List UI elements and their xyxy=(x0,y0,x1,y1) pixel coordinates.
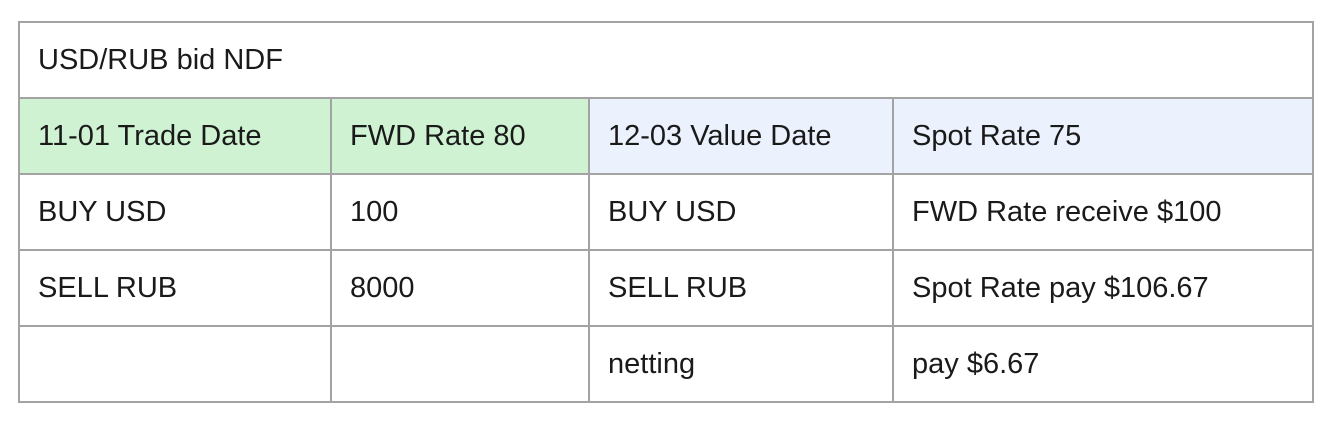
table-row: SELL RUB 8000 SELL RUB Spot Rate pay $10… xyxy=(18,249,1314,327)
table-cell: netting xyxy=(588,325,894,403)
table-cell: FWD Rate receive $100 xyxy=(892,173,1314,251)
header-value-date: 12-03 Value Date xyxy=(588,97,894,175)
table-cell: 100 xyxy=(330,173,590,251)
header-fwd-rate: FWD Rate 80 xyxy=(330,97,590,175)
table-cell: pay $6.67 xyxy=(892,325,1314,403)
table-cell: 8000 xyxy=(330,249,590,327)
table-row: BUY USD 100 BUY USD FWD Rate receive $10… xyxy=(18,173,1314,251)
table-row: netting pay $6.67 xyxy=(18,325,1314,403)
ndf-table: USD/RUB bid NDF 11-01 Trade Date FWD Rat… xyxy=(18,21,1314,403)
header-spot-rate: Spot Rate 75 xyxy=(892,97,1314,175)
title-row: USD/RUB bid NDF xyxy=(18,21,1314,99)
table-cell: SELL RUB xyxy=(588,249,894,327)
table-cell xyxy=(330,325,590,403)
table-cell: Spot Rate pay $106.67 xyxy=(892,249,1314,327)
table-cell: BUY USD xyxy=(588,173,894,251)
table-cell xyxy=(18,325,332,403)
table-cell: BUY USD xyxy=(18,173,332,251)
header-row: 11-01 Trade Date FWD Rate 80 12-03 Value… xyxy=(18,97,1314,175)
table-title: USD/RUB bid NDF xyxy=(18,21,1314,99)
header-trade-date: 11-01 Trade Date xyxy=(18,97,332,175)
table-cell: SELL RUB xyxy=(18,249,332,327)
